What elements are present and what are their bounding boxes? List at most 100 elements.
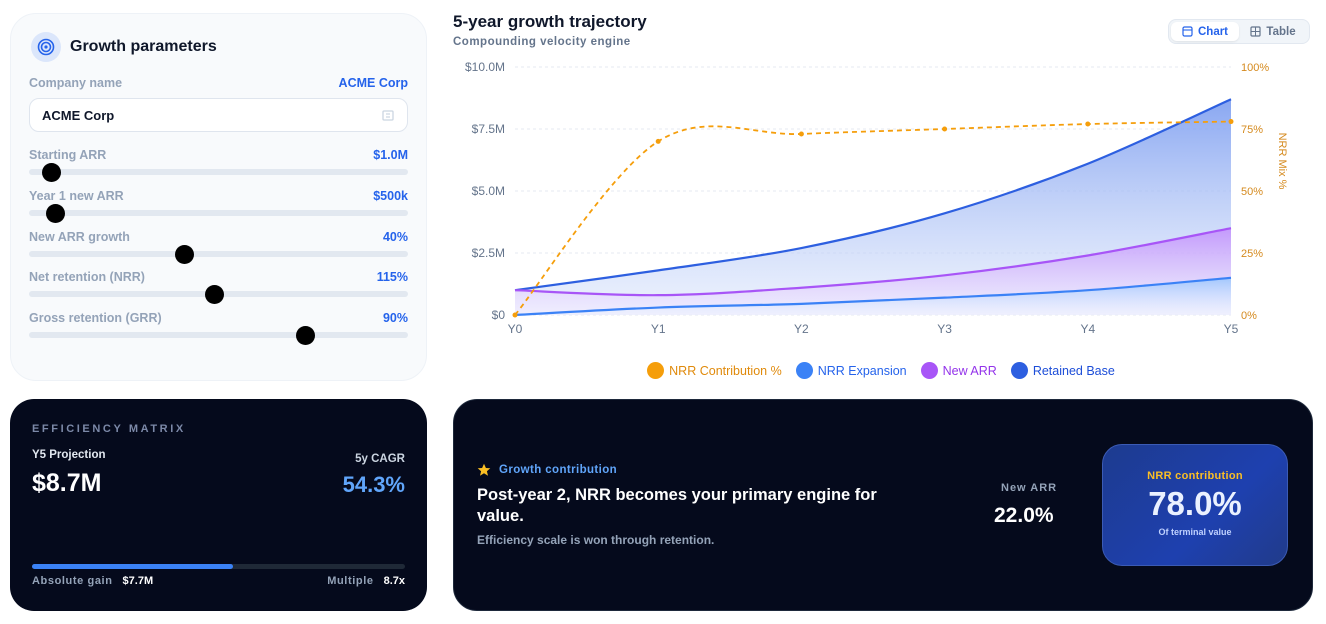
x-tick-label: Y1 xyxy=(651,322,666,336)
legend-dot xyxy=(647,362,665,379)
company-input-wrapper xyxy=(29,98,408,132)
company-row: Company name ACME Corp xyxy=(29,76,408,90)
slider-label: Year 1 new ARR xyxy=(29,189,124,203)
new-arr-label: New ARR xyxy=(1001,482,1058,494)
absolute-gain-label: Absolute gain xyxy=(32,575,113,587)
y-left-tick-label: $2.5M xyxy=(472,246,505,260)
legend-dot xyxy=(795,362,813,379)
growth-parameters-card: Growth parameters Company name ACME Corp… xyxy=(10,13,427,381)
efficiency-progress-fill xyxy=(32,564,234,569)
slider-value: 115% xyxy=(376,270,408,284)
company-value: ACME Corp xyxy=(338,76,408,90)
slider-track[interactable] xyxy=(29,169,408,175)
line-retained-base xyxy=(514,98,1232,292)
efficiency-footer: Absolute gain $7.7M Multiple 8.7x xyxy=(32,575,405,587)
chart-subtitle: Compounding velocity engine xyxy=(453,36,631,48)
slider-value: 90% xyxy=(382,311,408,325)
slider-label: Starting ARR xyxy=(29,148,107,162)
slider-gross-retention: Gross retention (GRR) 90% xyxy=(29,311,408,345)
chart-title: 5-year growth trajectory xyxy=(453,12,647,31)
tab-chart[interactable]: Chart xyxy=(1171,22,1239,41)
y-left-tick-label: $10.0M xyxy=(465,60,505,74)
line-nrr-expansion xyxy=(514,276,1232,317)
line-new-arr xyxy=(514,227,1232,297)
slider-value: $500k xyxy=(373,189,408,203)
slider-starting-arr: Starting ARR $1.0M xyxy=(29,148,408,182)
x-tick-label: Y5 xyxy=(1224,322,1239,336)
star-icon xyxy=(477,463,491,476)
slider-value: $1.0M xyxy=(373,148,408,162)
slider-knob[interactable] xyxy=(205,285,225,304)
x-tick-label: Y0 xyxy=(508,322,523,336)
line-nrr-contribution xyxy=(514,120,1232,316)
slider-label: Gross retention (GRR) xyxy=(29,311,162,325)
growth-contribution-label: Growth contribution xyxy=(499,464,618,476)
nrr-contribution-value: 78.0% xyxy=(1148,485,1242,522)
contribution-description: Efficiency scale is won through retentio… xyxy=(477,533,715,547)
nrr-contribution-point xyxy=(512,312,518,318)
company-name-input[interactable] xyxy=(42,107,381,123)
nrr-contribution-point xyxy=(798,131,804,137)
cagr-value: 54.3% xyxy=(342,472,405,497)
legend-dot xyxy=(1010,362,1028,379)
nrr-contribution-point xyxy=(1228,119,1234,125)
legend-label: NRR Contribution % xyxy=(669,363,782,378)
growth-contribution-tag: Growth contribution xyxy=(477,463,617,477)
legend-item[interactable]: NRR Contribution % xyxy=(647,362,782,379)
nrr-contribution-label: NRR contribution xyxy=(1147,470,1243,482)
x-tick-label: Y2 xyxy=(794,322,809,336)
y-right-tick-label: 100% xyxy=(1241,62,1269,74)
legend-item[interactable]: Retained Base xyxy=(1010,362,1115,379)
y-left-tick-label: $5.0M xyxy=(472,184,505,198)
legend-label: New ARR xyxy=(942,363,997,378)
chart-legend: NRR Contribution % NRR Expansion New ARR Re… xyxy=(453,362,1309,379)
absolute-gain-value: $7.7M xyxy=(122,575,154,587)
slider-track[interactable] xyxy=(29,332,408,338)
y-left-tick-label: $7.5M xyxy=(472,122,505,136)
slider-value: 40% xyxy=(382,230,408,244)
cagr-label: 5y CAGR xyxy=(355,453,405,465)
view-toggle: Chart Table xyxy=(1168,19,1310,44)
slider-knob[interactable] xyxy=(46,204,66,223)
building-icon xyxy=(382,110,394,121)
params-title: Growth parameters xyxy=(70,38,217,55)
y5-projection-label: Y5 Projection xyxy=(32,449,106,461)
nrr-contribution-point xyxy=(1085,121,1091,127)
slider-track[interactable] xyxy=(29,251,408,257)
legend-item[interactable]: New ARR xyxy=(920,362,997,379)
slider-knob[interactable] xyxy=(296,326,316,345)
y-right-axis-label: NRR Mix % xyxy=(1276,133,1288,190)
efficiency-matrix-card: EFFICIENCY MATRIX Y5 Projection $8.7M 5y… xyxy=(10,399,427,611)
y5-projection-value: $8.7M xyxy=(32,469,102,497)
slider-year1-new-arr: Year 1 new ARR $500k xyxy=(29,189,408,223)
nrr-contribution-sub: Of terminal value xyxy=(1158,527,1232,537)
area-nrr-expansion xyxy=(515,277,1231,315)
slider-knob[interactable] xyxy=(42,163,62,182)
slider-label: New ARR growth xyxy=(29,230,130,244)
legend-item[interactable]: NRR Expansion xyxy=(795,362,907,379)
nrr-contribution-box: NRR contribution 78.0% Of terminal value xyxy=(1102,444,1288,566)
company-label: Company name xyxy=(29,76,123,90)
y-right-tick-label: 0% xyxy=(1241,310,1257,322)
multiple-value: 8.7x xyxy=(383,575,405,587)
y-right-tick-label: 50% xyxy=(1241,186,1263,198)
efficiency-title: EFFICIENCY MATRIX xyxy=(32,423,186,435)
contribution-headline: Post-year 2, NRR becomes your primary en… xyxy=(477,486,877,525)
y-right-tick-label: 75% xyxy=(1241,124,1263,136)
tab-table[interactable]: Table xyxy=(1239,22,1307,41)
growth-contribution-card: Growth contribution Post-year 2, NRR bec… xyxy=(453,399,1313,611)
chart-icon xyxy=(1182,26,1193,37)
legend-label: Retained Base xyxy=(1032,363,1115,378)
slider-net-retention: Net retention (NRR) 115% xyxy=(29,270,408,304)
x-tick-label: Y4 xyxy=(1080,322,1095,336)
slider-label: Net retention (NRR) xyxy=(29,270,145,284)
slider-knob[interactable] xyxy=(174,245,194,264)
legend-label: NRR Expansion xyxy=(817,363,907,378)
y-left-tick-label: $0 xyxy=(492,308,506,322)
legend-dot xyxy=(920,362,938,379)
target-icon xyxy=(31,32,61,62)
nrr-contribution-point xyxy=(655,138,661,144)
table-icon xyxy=(1250,26,1262,37)
slider-track[interactable] xyxy=(29,210,408,216)
x-tick-label: Y3 xyxy=(937,322,952,336)
